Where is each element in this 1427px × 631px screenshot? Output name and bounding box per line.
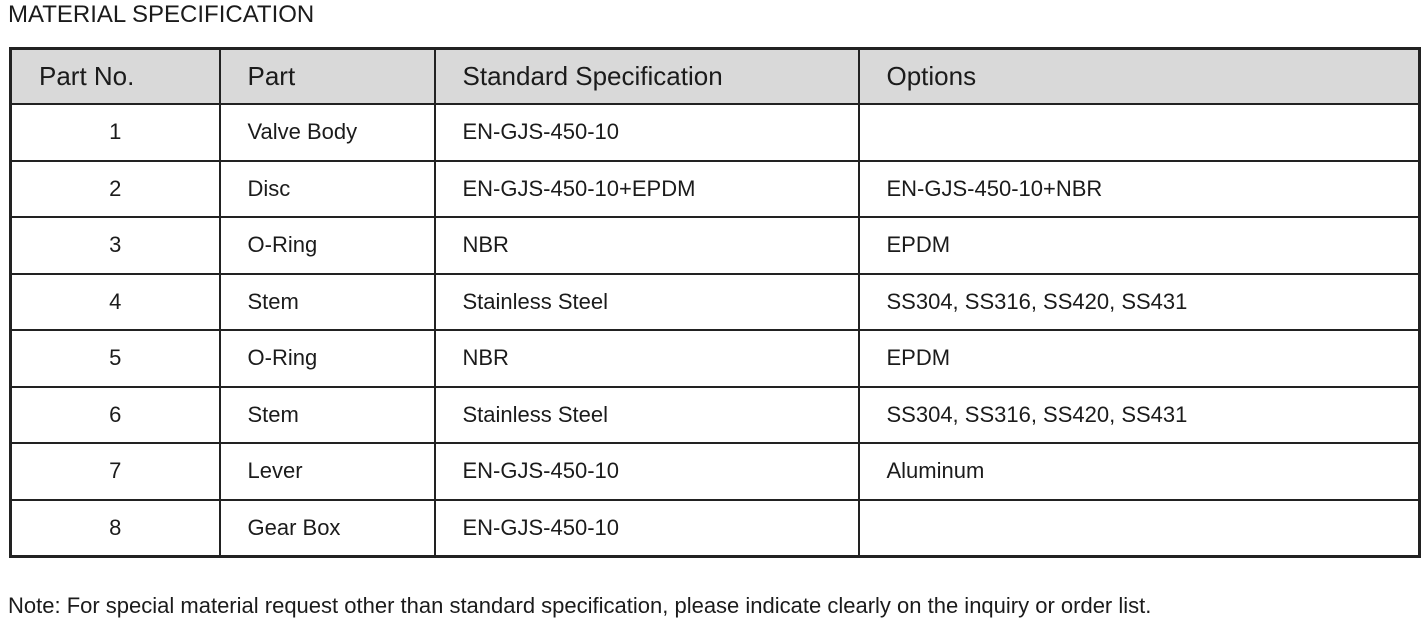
table-row: 6 Stem Stainless Steel SS304, SS316, SS4…	[9, 385, 1421, 444]
cell-part-no: 6	[9, 385, 221, 444]
cell-standard-specification: EN-GJS-450-10	[433, 442, 860, 501]
cell-part: O-Ring	[218, 329, 436, 388]
cell-options	[857, 498, 1421, 558]
cell-options: SS304, SS316, SS420, SS431	[857, 272, 1421, 331]
cell-part-no: 8	[9, 498, 221, 558]
cell-part: Gear Box	[218, 498, 436, 558]
cell-standard-specification: Stainless Steel	[433, 272, 860, 331]
material-specification-table: Part No. Part Standard Specification Opt…	[9, 47, 1421, 558]
cell-part: O-Ring	[218, 216, 436, 275]
cell-options: EPDM	[857, 216, 1421, 275]
cell-part-no: 5	[9, 329, 221, 388]
column-header-part: Part	[218, 47, 436, 105]
cell-standard-specification: NBR	[433, 216, 860, 275]
table-row: 1 Valve Body EN-GJS-450-10	[9, 103, 1421, 162]
cell-standard-specification: Stainless Steel	[433, 385, 860, 444]
cell-options: Aluminum	[857, 442, 1421, 501]
cell-options: EN-GJS-450-10+NBR	[857, 159, 1421, 218]
table-header-row: Part No. Part Standard Specification Opt…	[9, 47, 1421, 105]
cell-part: Lever	[218, 442, 436, 501]
cell-standard-specification: NBR	[433, 329, 860, 388]
page-title: MATERIAL SPECIFICATION	[8, 1, 315, 28]
cell-standard-specification: EN-GJS-450-10+EPDM	[433, 159, 860, 218]
table-row: 3 O-Ring NBR EPDM	[9, 216, 1421, 275]
cell-part: Stem	[218, 272, 436, 331]
cell-part-no: 4	[9, 272, 221, 331]
cell-part: Valve Body	[218, 103, 436, 162]
column-header-part-no: Part No.	[9, 47, 221, 105]
cell-part-no: 7	[9, 442, 221, 501]
column-header-options: Options	[857, 47, 1421, 105]
table-row: 4 Stem Stainless Steel SS304, SS316, SS4…	[9, 272, 1421, 331]
cell-options: SS304, SS316, SS420, SS431	[857, 385, 1421, 444]
cell-options: EPDM	[857, 329, 1421, 388]
cell-part: Stem	[218, 385, 436, 444]
cell-standard-specification: EN-GJS-450-10	[433, 103, 860, 162]
cell-standard-specification: EN-GJS-450-10	[433, 498, 860, 558]
table-row: 7 Lever EN-GJS-450-10 Aluminum	[9, 442, 1421, 501]
footnote: Note: For special material request other…	[8, 593, 1152, 618]
cell-part-no: 1	[9, 103, 221, 162]
cell-options	[857, 103, 1421, 162]
cell-part-no: 2	[9, 159, 221, 218]
table-row: 5 O-Ring NBR EPDM	[9, 329, 1421, 388]
cell-part-no: 3	[9, 216, 221, 275]
table-row: 8 Gear Box EN-GJS-450-10	[9, 498, 1421, 558]
table-row: 2 Disc EN-GJS-450-10+EPDM EN-GJS-450-10+…	[9, 159, 1421, 218]
column-header-standard-specification: Standard Specification	[433, 47, 860, 105]
cell-part: Disc	[218, 159, 436, 218]
